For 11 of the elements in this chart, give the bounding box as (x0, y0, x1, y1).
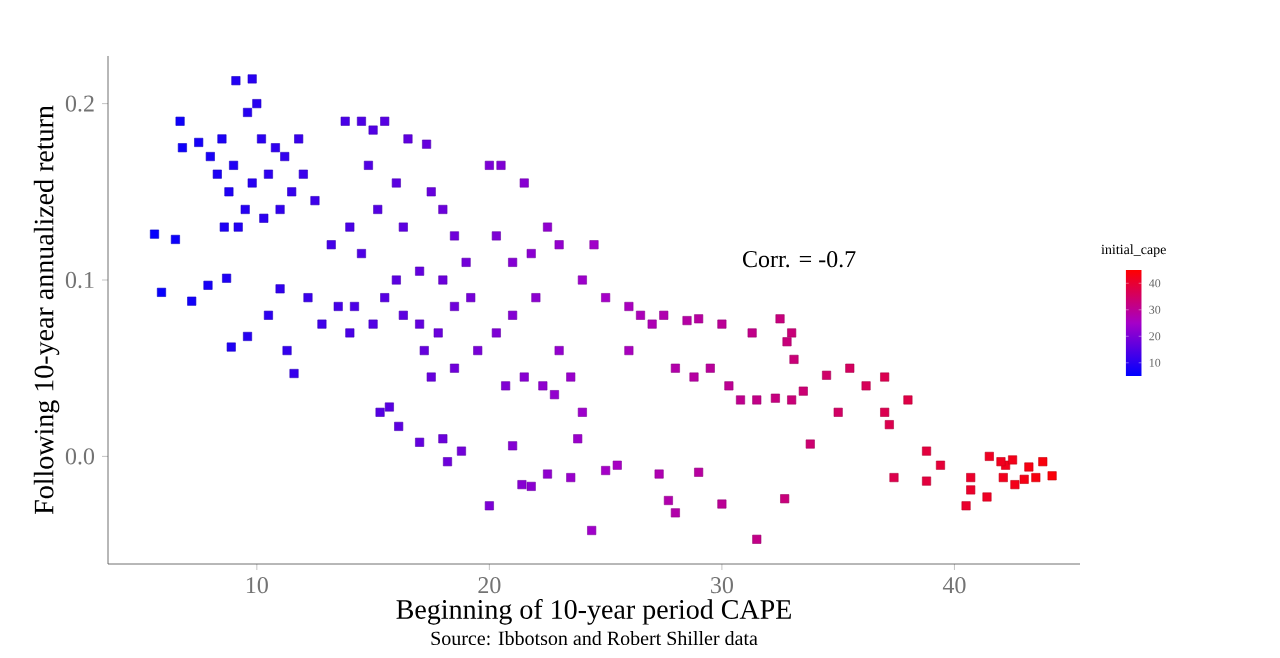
annotation: Corr. = -0.7 (742, 251, 856, 268)
x-axis-title: Beginning of 10-year period CAPE (396, 598, 791, 625)
y-tick-label: 0.1 (65, 271, 94, 289)
source-note: Source: Ibbotson and Robert Shiller data (431, 631, 758, 646)
y-tick-label: 0.0 (65, 448, 95, 465)
x-tick-label: 30 (711, 577, 733, 594)
y-axis-title: Following 10-year annualized return (33, 105, 60, 515)
x-tick-label: 40 (942, 577, 966, 594)
x-tick-label: 10 (246, 577, 268, 594)
x-tick-label: 20 (478, 577, 501, 594)
y-tick-label: 0.2 (65, 95, 94, 112)
